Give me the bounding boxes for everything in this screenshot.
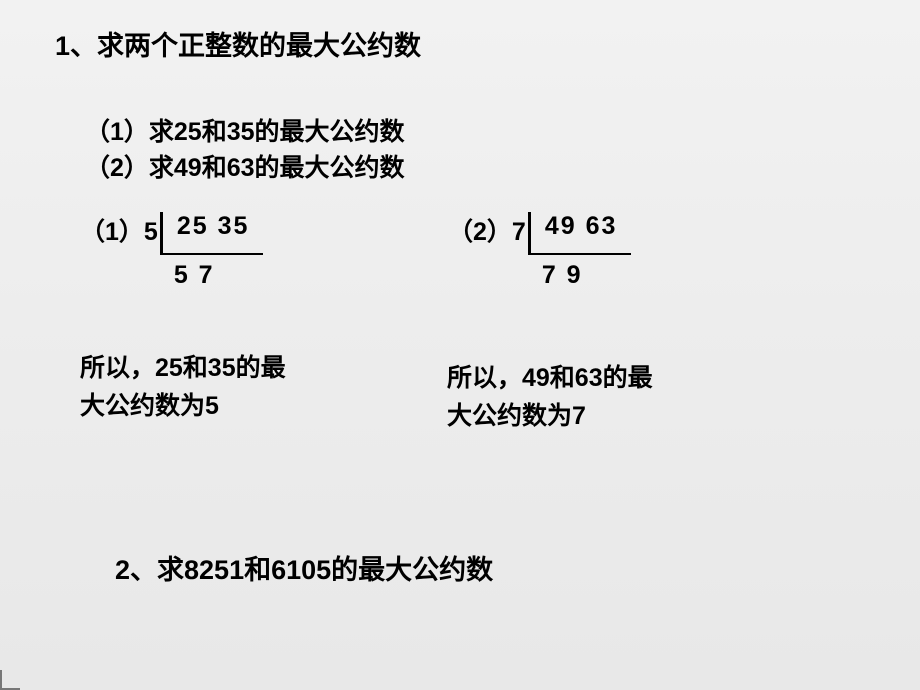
result-1-line1: 所以，25和35的最 <box>80 354 286 382</box>
calc-block-2: （2）7 49 63 7 9 <box>448 212 631 290</box>
question-2: 2、求8251和6105的最大公约数 <box>115 548 493 587</box>
result-2: 所以，49和63的最 大公约数为7 <box>447 360 727 435</box>
result-2-line1: 所以，49和63的最 <box>447 364 653 392</box>
calc2-result-row: 7 9 <box>528 253 632 290</box>
result-1-line2: 大公约数为5 <box>80 392 219 420</box>
calc1-numbers: 25 35 <box>160 212 264 253</box>
corner-icon <box>0 662 28 690</box>
result-1: 所以，25和35的最 大公约数为5 <box>80 350 360 425</box>
calc2-label: （2）7 <box>448 212 528 248</box>
main-title: 1、求两个正整数的最大公约数 <box>55 24 421 63</box>
calc2-numbers: 49 63 <box>528 212 632 253</box>
sub-question-1: （1）求25和35的最大公约数 <box>85 112 405 148</box>
calc1-result-row: 5 7 <box>160 253 264 290</box>
slide: 1、求两个正整数的最大公约数 （1）求25和35的最大公约数 （2）求49和63… <box>0 0 920 690</box>
sub-question-2: （2）求49和63的最大公约数 <box>85 148 405 184</box>
result-2-line2: 大公约数为7 <box>447 402 586 430</box>
calc-block-1: （1）5 25 35 5 7 <box>80 212 263 290</box>
calc1-label: （1）5 <box>80 212 160 248</box>
